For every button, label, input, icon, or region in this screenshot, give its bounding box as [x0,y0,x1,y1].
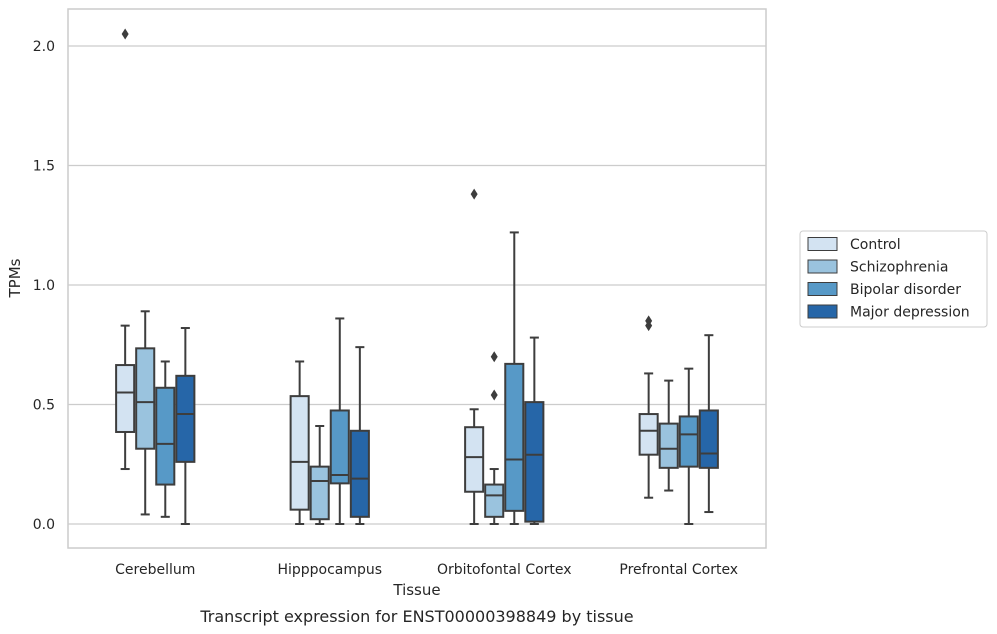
legend: Control Schizophrenia Bipolar disorder Majo… [799,230,988,328]
outlier-point [121,28,129,40]
plot-frame [67,8,767,549]
box-iqr [698,409,719,469]
box-iqr [135,347,156,450]
box-control [464,188,485,525]
box-layer [115,28,719,525]
legend-swatch [807,282,838,296]
x-tick-labels: Cerebellum Hipppocampus Orbitofontal Corte… [115,562,738,578]
y-tick-label: 1.5 [33,159,55,175]
y-axis-title: TPMs [6,258,24,298]
outlier-point [645,315,653,327]
outlier-point [470,188,478,200]
x-tick-label: Cerebellum [115,562,195,578]
box-schizophrenia [658,379,679,492]
box-major-depression [175,327,196,525]
box-bipolar-disorder [329,317,350,525]
y-tick-label: 1.0 [33,278,55,294]
legend-swatch [807,259,838,274]
y-tick-label: 0.5 [33,398,55,414]
legend-swatch [807,237,838,251]
legend-label: Schizophrenia [850,260,948,276]
box-iqr [329,409,350,485]
x-tick-label: Prefrontal Cortex [619,562,738,578]
y-tick-labels: 0.0 0.5 1.0 1.5 2.0 [33,39,55,533]
box-iqr [658,422,679,469]
box-bipolar-disorder [155,360,176,518]
chart-caption: Transcript expression for ENST0000039884… [199,607,633,626]
box-major-depression [524,336,545,525]
y-tick-label: 0.0 [33,517,55,533]
box-iqr [155,386,176,486]
box-iqr [349,429,370,518]
box-schizophrenia [135,310,156,516]
outlier-point [490,389,498,401]
x-tick-label: Orbitofontal Cortex [437,562,572,578]
legend-label: Bipolar disorder [850,282,961,298]
box-control [115,28,136,471]
box-iqr [309,465,330,521]
box-iqr [175,374,196,463]
box-major-depression [349,346,370,525]
box-iqr [504,362,525,512]
legend-items: Control Schizophrenia Bipolar disorder Majo… [807,237,970,321]
box-schizophrenia [484,351,505,525]
box-bipolar-disorder [504,231,525,525]
box-iqr [524,401,545,523]
legend-swatch [807,304,838,319]
box-iqr [638,413,659,456]
box-iqr [484,483,505,518]
y-tick-label: 2.0 [33,39,55,55]
outlier-point [490,351,498,363]
box-iqr [678,415,699,468]
legend-label: Major depression [850,305,970,321]
legend-frame [799,230,988,328]
box-iqr [115,364,136,433]
legend-label: Control [850,237,901,253]
box-iqr [289,395,310,511]
box-major-depression [698,334,719,514]
box-control [289,360,310,525]
x-tick-label: Hipppocampus [277,562,382,578]
box-iqr [464,426,485,493]
box-schizophrenia [309,425,330,525]
x-axis-title: Tissue [392,581,440,599]
box-bipolar-disorder [678,367,699,525]
box-control [638,315,659,499]
